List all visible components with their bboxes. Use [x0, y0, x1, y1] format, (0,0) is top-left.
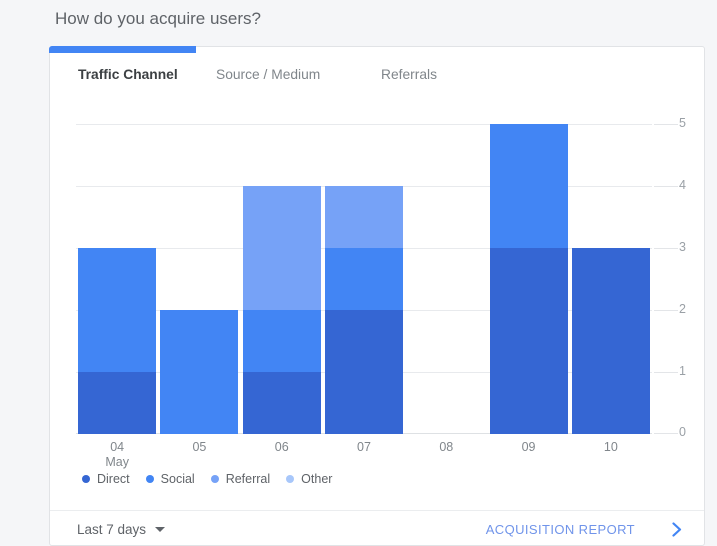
gridline-y5 [76, 124, 652, 125]
tab-source-medium[interactable]: Source / Medium [216, 67, 321, 82]
y-axis-label-2: 2 [679, 302, 686, 316]
y-axis-label-4: 4 [679, 178, 686, 192]
legend-item-other[interactable]: Other [286, 472, 332, 486]
card-footer: Last 7 days ACQUISITION REPORT [50, 510, 704, 546]
legend-item-referral[interactable]: Referral [210, 472, 271, 486]
acquisition-report-label: ACQUISITION REPORT [485, 521, 635, 537]
bar-06-social [242, 310, 321, 372]
y-tick-5 [654, 124, 678, 125]
tab-referrals[interactable]: Referrals [381, 67, 437, 82]
y-tick-1 [654, 372, 678, 373]
bar-04-direct [78, 372, 157, 434]
legend-label-direct: Direct [97, 472, 130, 486]
legend-label-referral: Referral [225, 472, 271, 486]
legend-item-social[interactable]: Social [145, 472, 195, 486]
chart-legend: Direct Social Referral Other [82, 472, 332, 486]
widget-title: How do you acquire users? [55, 9, 262, 28]
plot-area: 0 1 2 3 4 5 04 May 05 06 07 08 09 10 [76, 116, 686, 469]
y-tick-3 [654, 248, 678, 249]
x-axis-label-06: 06 [274, 440, 289, 454]
dropdown-caret-icon [155, 526, 166, 532]
acquisition-card: Traffic Channel Source / Medium Referral… [49, 46, 705, 546]
x-axis-label-09: 09 [521, 440, 536, 454]
x-axis-label-07: 07 [357, 440, 371, 454]
bar-09-social [489, 124, 568, 248]
acquisition-report-link[interactable]: ACQUISITION REPORT [486, 522, 682, 537]
y-axis-label-0: 0 [679, 425, 686, 439]
bar-06-referral [242, 186, 321, 310]
bar-05-social [160, 310, 239, 434]
active-tab-indicator [49, 46, 196, 53]
legend-dot-direct [82, 475, 90, 483]
bar-07-referral [325, 186, 403, 248]
date-range-selector[interactable]: Last 7 days [77, 521, 166, 537]
y-tick-4 [654, 186, 678, 187]
bar-04-social [78, 248, 157, 372]
bar-06-direct [242, 372, 321, 434]
legend-dot-social [145, 475, 154, 483]
tab-traffic-channel[interactable]: Traffic Channel [78, 67, 178, 82]
x-axis-label-10: 10 [603, 440, 618, 454]
x-axis-label-05: 05 [192, 440, 207, 454]
legend-item-direct[interactable]: Direct [82, 472, 130, 486]
y-tick-2 [654, 310, 678, 311]
y-axis-label-1: 1 [679, 364, 686, 378]
bar-10-direct [571, 248, 650, 434]
bar-09-direct [489, 248, 568, 434]
legend-dot-other [286, 475, 295, 483]
y-tick-0 [654, 433, 678, 434]
x-axis-label-08: 08 [439, 440, 454, 454]
y-axis-label-3: 3 [679, 240, 686, 254]
x-axis-label-04: 04 [110, 440, 125, 454]
legend-dot-referral [210, 475, 219, 483]
bar-07-direct [325, 310, 403, 434]
legend-label-social: Social [160, 472, 195, 486]
legend-label-other: Other [301, 472, 333, 486]
y-axis-label-5: 5 [679, 116, 686, 130]
date-range-label: Last 7 days [77, 521, 147, 537]
x-axis-month-label: May [105, 455, 129, 469]
chevron-right-icon [671, 521, 682, 537]
bar-07-social [325, 248, 403, 310]
